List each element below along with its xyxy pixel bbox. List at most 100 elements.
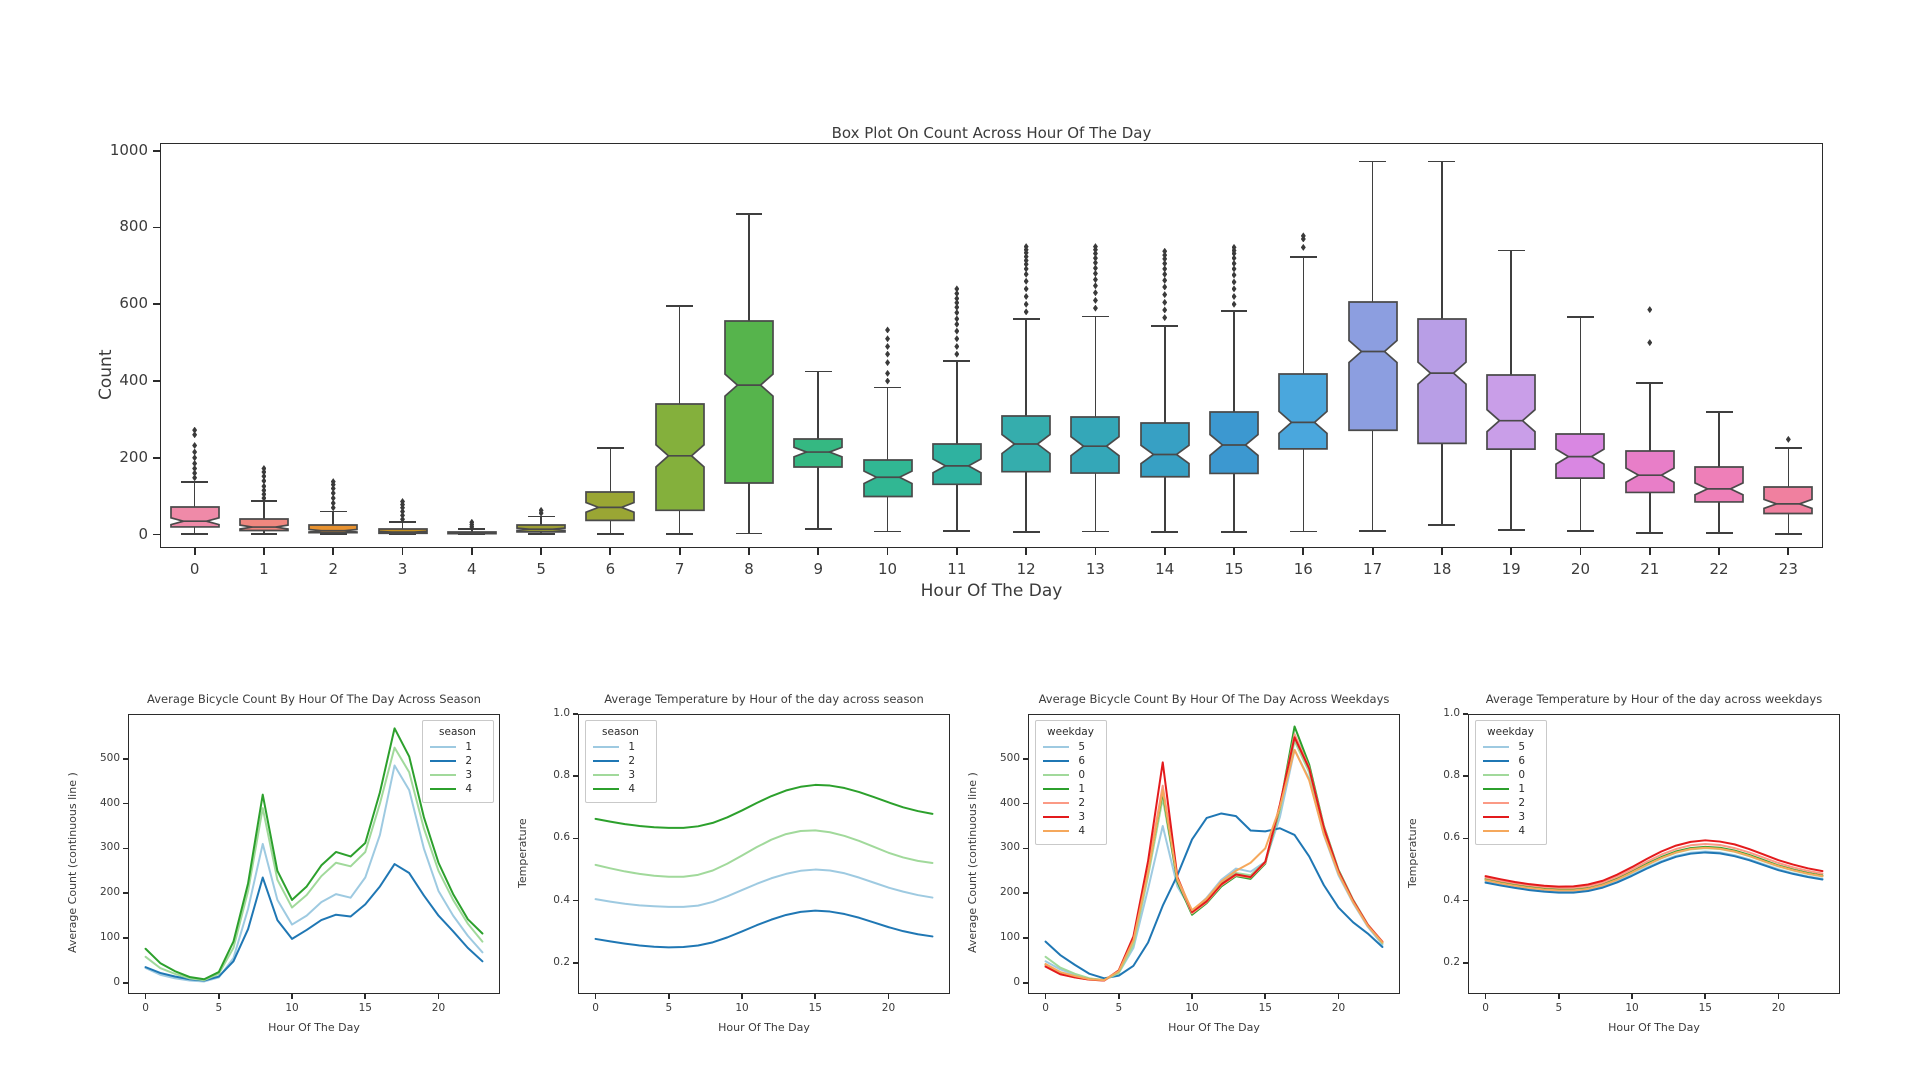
box-cap-upper <box>1359 160 1387 163</box>
box-whisker-upper <box>886 387 889 461</box>
box-cap-lower <box>1705 532 1733 534</box>
legend-item-1[interactable]: 1 <box>593 740 648 754</box>
box-outlier-point <box>1300 232 1306 240</box>
subplot-x-tick-label: 0 <box>142 1002 149 1014</box>
legend-item-5[interactable]: 5 <box>1043 740 1098 754</box>
subplot-legend[interactable]: weekday 5 6 0 1 2 3 4 <box>1475 720 1547 845</box>
legend-item-4[interactable]: 4 <box>593 782 648 796</box>
box-whisker-lower <box>540 531 542 535</box>
box-whisker-upper <box>1787 447 1790 487</box>
legend-item-2[interactable]: 2 <box>430 754 485 768</box>
legend-item-4[interactable]: 4 <box>1043 824 1098 838</box>
box-outlier-point <box>1023 265 1029 273</box>
subplot-y-tick-label: 300 <box>999 841 1020 854</box>
legend-item-3[interactable]: 3 <box>430 768 485 782</box>
legend-item-label: 5 <box>1078 741 1085 753</box>
legend-item-0[interactable]: 0 <box>1043 768 1098 782</box>
box-cap-upper <box>1289 255 1317 258</box>
subplot-x-tick-mark <box>1264 994 1267 999</box>
box-whisker-upper <box>748 213 750 321</box>
box-cap-lower <box>1151 531 1179 534</box>
subplot-x-tick-label: 15 <box>808 1002 822 1014</box>
box-cap-lower <box>735 532 763 535</box>
legend-item-3[interactable]: 3 <box>1483 810 1538 824</box>
box-whisker-lower <box>817 467 820 530</box>
box-whisker-upper <box>1025 318 1027 417</box>
box-outlier-point <box>1023 285 1029 293</box>
box-outlier-point <box>885 326 891 334</box>
legend-item-1[interactable]: 1 <box>430 740 485 754</box>
box-outlier-point <box>192 442 198 449</box>
legend-item-1[interactable]: 1 <box>1043 782 1098 796</box>
legend-item-label: 3 <box>1518 811 1525 823</box>
main-x-tick-mark <box>1094 548 1097 555</box>
legend-item-2[interactable]: 2 <box>1043 796 1098 810</box>
box-rect <box>169 506 220 528</box>
line-series-3 <box>1484 839 1824 888</box>
main-x-tick-mark <box>1163 548 1166 555</box>
legend-item-3[interactable]: 3 <box>1043 810 1098 824</box>
subplot-x-tick-mark <box>814 994 817 999</box>
legend-item-5[interactable]: 5 <box>1483 740 1538 754</box>
box-outlier-point <box>1162 276 1168 284</box>
legend-color-swatch <box>1483 830 1509 832</box>
main-y-tick-mark <box>153 533 160 536</box>
main-x-tick-mark <box>817 548 820 555</box>
line-series-3 <box>594 829 934 878</box>
box-whisker-upper <box>1441 161 1443 320</box>
box-whisker-lower <box>332 532 335 535</box>
box-rect <box>862 459 913 498</box>
box-whisker-upper <box>1648 382 1651 451</box>
subplot-legend[interactable]: weekday 5 6 0 1 2 3 4 <box>1035 720 1107 845</box>
subplot-x-tick-mark <box>291 994 293 999</box>
legend-color-swatch <box>593 746 619 748</box>
box-rect <box>1001 415 1051 473</box>
box-outlier-point <box>1023 256 1029 264</box>
legend-item-2[interactable]: 2 <box>593 754 648 768</box>
subplot-legend[interactable]: season 1 2 3 4 <box>585 720 657 803</box>
legend-item-1[interactable]: 1 <box>1483 782 1538 796</box>
box-outlier-point <box>1231 243 1237 251</box>
legend-color-swatch <box>1043 760 1069 762</box>
box-rect <box>654 403 705 512</box>
main-x-tick-label: 23 <box>1778 560 1798 578</box>
subplot-legend[interactable]: season 1 2 3 4 <box>422 720 494 803</box>
legend-item-4[interactable]: 4 <box>1483 824 1538 838</box>
main-x-tick-label: 3 <box>397 560 408 578</box>
main-x-tick-mark <box>886 548 889 555</box>
subplot-x-tick-mark <box>437 994 440 999</box>
legend-item-3[interactable]: 3 <box>593 768 648 782</box>
subplot-x-tick-mark <box>364 994 367 999</box>
legend-item-6[interactable]: 6 <box>1043 754 1098 768</box>
subplot-x-tick-label: 10 <box>285 1002 299 1014</box>
box-cap-upper <box>1567 316 1594 318</box>
legend-item-4[interactable]: 4 <box>430 782 485 796</box>
legend-item-6[interactable]: 6 <box>1483 754 1538 768</box>
subplot-y-tick-label: 500 <box>99 751 120 764</box>
legend-item-2[interactable]: 2 <box>1483 796 1538 810</box>
box-cap-lower <box>1428 524 1456 527</box>
line-series-4 <box>1484 846 1824 892</box>
box-cap-lower <box>1082 530 1109 533</box>
box-whisker-upper <box>1718 411 1720 467</box>
subplot-x-tick-label: 0 <box>592 1002 599 1014</box>
subplot-x-tick-mark <box>144 994 147 999</box>
subplot-y-tick-label: 1.0 <box>1443 707 1460 719</box>
box-cap-upper <box>804 370 832 373</box>
box-whisker-upper <box>1579 316 1582 435</box>
legend-color-swatch <box>430 774 456 776</box>
main-x-tick-mark <box>678 548 681 555</box>
box-cap-lower <box>527 533 555 536</box>
box-outlier-point <box>954 335 960 343</box>
box-rect <box>585 490 636 521</box>
main-x-tick-mark <box>1371 548 1374 555</box>
main-x-tick-mark <box>748 548 750 555</box>
box-whisker-lower <box>1302 449 1305 532</box>
main-x-tick-label: 11 <box>947 560 967 578</box>
legend-item-0[interactable]: 0 <box>1483 768 1538 782</box>
subplot-y-axis-label: Average Count (continuous line ) <box>966 772 979 954</box>
box-rect <box>1139 422 1190 478</box>
main-x-tick-mark <box>401 548 404 555</box>
box-outlier-point <box>1162 255 1168 263</box>
main-x-tick-label: 16 <box>1293 560 1313 578</box>
